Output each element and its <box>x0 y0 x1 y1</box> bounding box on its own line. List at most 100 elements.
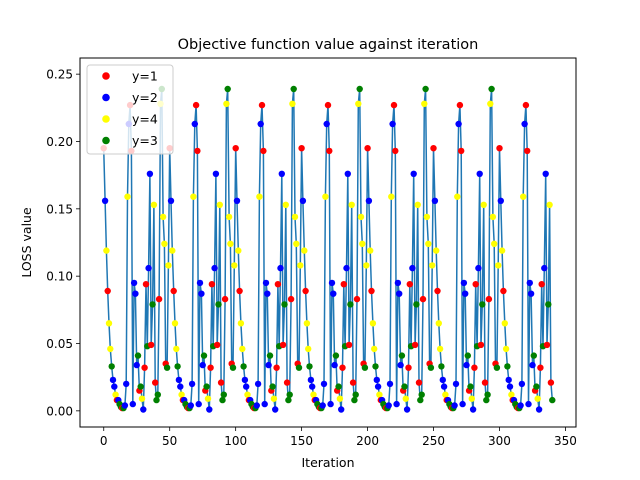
data-point <box>208 281 216 288</box>
data-point <box>364 145 371 152</box>
data-point <box>534 395 541 402</box>
data-point <box>361 364 369 371</box>
data-point <box>206 406 213 413</box>
data-point <box>232 145 239 152</box>
data-point <box>129 400 136 408</box>
data-point <box>505 376 512 384</box>
data-point <box>471 364 478 371</box>
data-point <box>104 287 111 295</box>
x-tick-label: 350 <box>554 434 577 448</box>
data-point <box>191 120 198 128</box>
data-point <box>257 120 264 128</box>
legend-label: y=4 <box>132 112 158 127</box>
data-point <box>140 406 147 413</box>
data-point <box>269 383 276 390</box>
data-point <box>359 240 366 247</box>
x-tick-label: 100 <box>224 434 247 448</box>
data-point <box>130 279 138 287</box>
data-point <box>138 395 146 402</box>
data-point <box>488 85 495 93</box>
data-point <box>173 345 180 353</box>
data-point <box>398 352 406 359</box>
data-point <box>413 301 420 308</box>
data-point <box>351 396 358 404</box>
data-point <box>477 341 485 349</box>
legend-label: y=2 <box>132 90 158 105</box>
data-point <box>468 395 475 402</box>
data-point <box>227 240 234 247</box>
data-point <box>435 320 442 327</box>
data-point <box>508 391 515 398</box>
data-point <box>480 201 487 208</box>
data-point <box>326 147 333 155</box>
data-point <box>155 295 163 303</box>
x-tick-label: 50 <box>162 434 177 448</box>
data-point <box>331 361 338 369</box>
data-point <box>363 262 370 269</box>
data-point <box>207 364 214 371</box>
data-point <box>455 120 462 128</box>
data-point <box>374 383 382 390</box>
data-point <box>241 376 249 384</box>
data-point <box>487 100 494 108</box>
data-point <box>159 213 167 221</box>
legend-marker <box>102 115 110 123</box>
data-point <box>484 391 491 398</box>
data-point <box>467 383 474 390</box>
y-tick-label: 0.00 <box>46 404 73 418</box>
data-point <box>124 193 131 200</box>
plot-frame <box>79 57 577 428</box>
data-point <box>454 193 461 200</box>
data-point <box>406 281 413 288</box>
y-axis-label: LOSS value <box>19 207 34 278</box>
data-point <box>527 290 535 297</box>
legend-marker <box>102 93 110 102</box>
data-point <box>459 400 466 408</box>
data-point <box>371 345 378 353</box>
data-point <box>323 120 330 128</box>
data-point <box>369 320 377 327</box>
data-point <box>411 341 419 349</box>
data-point <box>231 262 238 269</box>
data-point <box>233 197 241 204</box>
data-point <box>496 145 503 152</box>
data-point <box>199 361 206 369</box>
data-point <box>429 262 436 269</box>
data-point <box>108 363 115 370</box>
data-point <box>279 341 287 349</box>
data-point <box>476 170 483 177</box>
data-point <box>365 197 373 204</box>
y-tick-label: 0.05 <box>46 337 73 351</box>
data-point <box>165 262 172 269</box>
data-point <box>549 396 556 404</box>
data-point <box>357 213 365 221</box>
data-point <box>376 391 383 398</box>
legend-label: y=3 <box>132 133 158 148</box>
data-point <box>134 352 142 359</box>
data-point <box>367 247 374 254</box>
data-point <box>419 295 427 303</box>
data-point <box>215 301 222 308</box>
data-point <box>485 295 493 303</box>
data-point <box>423 213 431 221</box>
data-point <box>254 380 262 388</box>
data-point <box>167 197 175 204</box>
data-point <box>489 213 497 221</box>
data-point <box>401 383 408 390</box>
data-point <box>137 383 144 390</box>
data-point <box>543 341 551 349</box>
data-point <box>291 213 299 221</box>
data-point <box>214 341 221 349</box>
data-point <box>386 380 394 388</box>
data-point <box>107 345 114 353</box>
data-point <box>409 264 416 272</box>
data-point <box>402 395 409 402</box>
data-point <box>343 264 350 272</box>
chart-marks <box>100 85 556 413</box>
data-point <box>517 402 524 409</box>
data-point <box>229 364 237 371</box>
data-point <box>338 406 345 413</box>
data-point <box>133 361 140 369</box>
data-point <box>344 170 351 177</box>
